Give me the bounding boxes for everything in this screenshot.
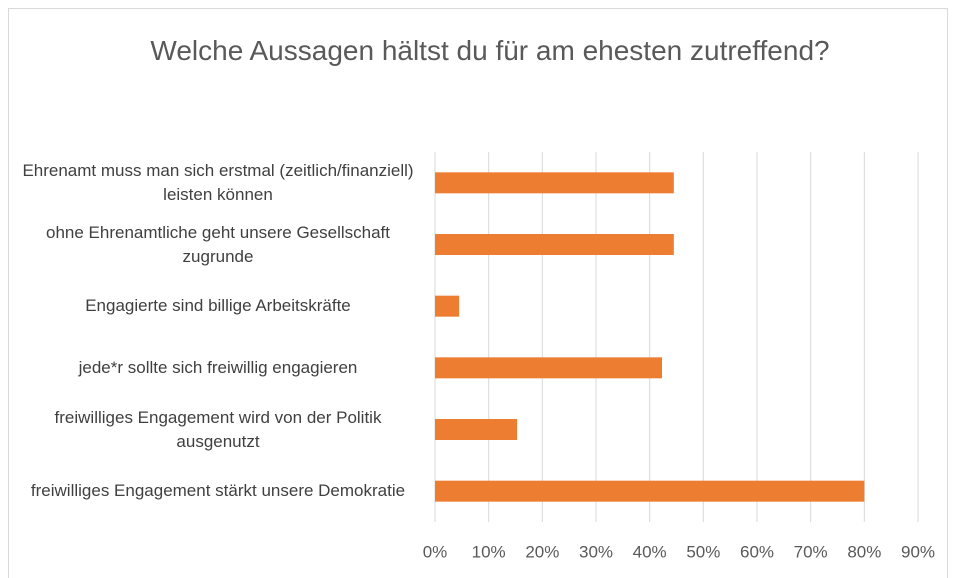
x-tick-label: 10% xyxy=(472,542,506,561)
x-tick-label: 50% xyxy=(686,542,720,561)
x-tick-label: 80% xyxy=(847,542,881,561)
x-tick-label: 30% xyxy=(579,542,613,561)
x-tick-label: 90% xyxy=(901,542,935,561)
bar xyxy=(435,172,674,194)
chart-title: Welche Aussagen hältst du für am ehesten… xyxy=(150,35,830,66)
y-tick-label: Engagierte sind billige Arbeitskräfte xyxy=(85,296,351,316)
y-tick-label: freiwilliges Engagement wird von der Pol… xyxy=(54,407,382,451)
bar xyxy=(435,357,663,379)
y-tick-label: freiwilliges Engagement stärkt unsere De… xyxy=(30,481,406,501)
x-tick-label: 60% xyxy=(740,542,774,561)
bar xyxy=(435,295,460,317)
y-tick-label: Ehrenamt muss man sich erstmal (zeitlich… xyxy=(22,160,414,204)
x-tick-label: 0% xyxy=(423,542,448,561)
y-tick-label: ohne Ehrenamtliche geht unsere Gesellsch… xyxy=(46,222,390,266)
bar xyxy=(435,234,674,255)
bar xyxy=(435,480,865,502)
bar xyxy=(435,419,518,440)
x-tick-label: 40% xyxy=(633,542,667,561)
y-tick-label: jede*r sollte sich freiwillig engagieren xyxy=(78,357,358,377)
x-tick-label: 70% xyxy=(794,542,828,561)
x-tick-label: 20% xyxy=(525,542,559,561)
chart-frame xyxy=(8,8,948,578)
